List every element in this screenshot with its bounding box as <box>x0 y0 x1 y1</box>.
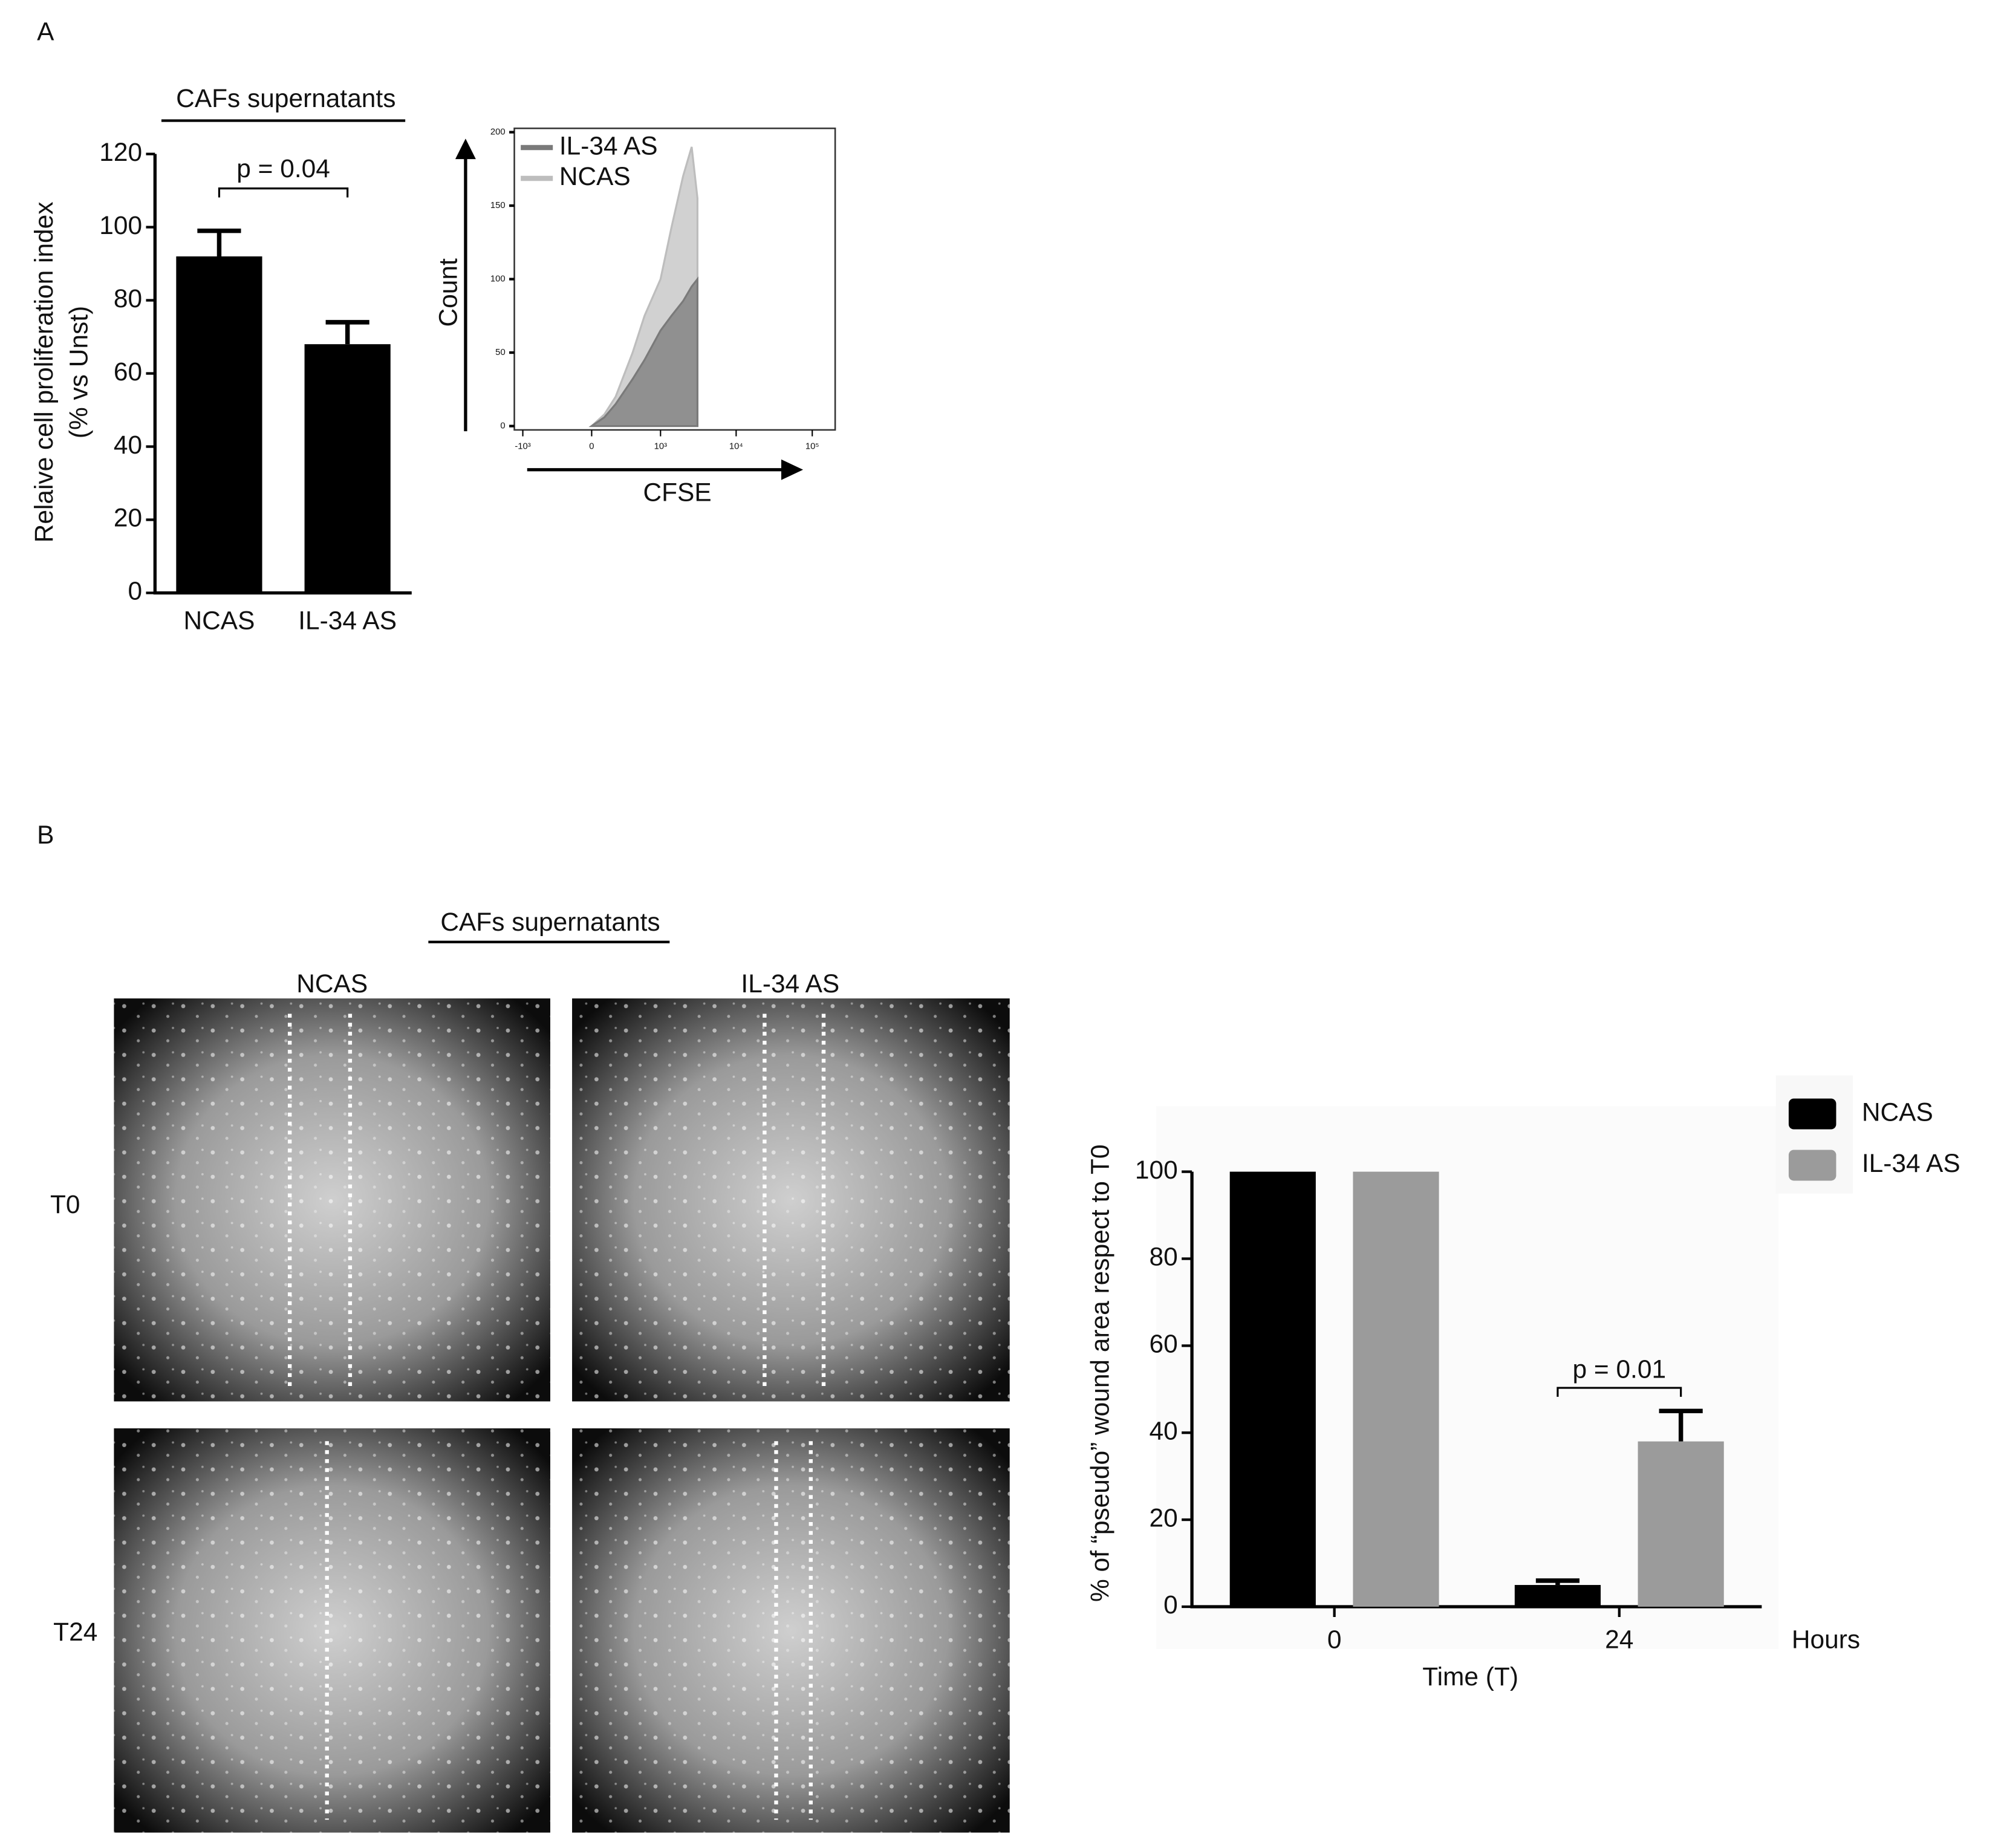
column-label: IL-34 AS <box>741 969 839 998</box>
y-axis-label: (% vs Unst) <box>64 306 93 438</box>
y-tick-label: 100 <box>490 275 506 284</box>
y-tick-label: 120 <box>99 138 142 166</box>
y-axis-label: Relaive cell proliferation index <box>30 202 58 543</box>
bar <box>1353 1171 1439 1607</box>
y-tick-label: 80 <box>1150 1243 1178 1271</box>
x-tick-label: NCAS <box>183 606 255 634</box>
x-axis-label: CFSE <box>643 478 711 506</box>
y-tick-label: 100 <box>1135 1156 1178 1184</box>
y-tick-label: 0 <box>128 577 143 605</box>
x-tick-label: 10³ <box>654 441 668 451</box>
error-bar <box>325 320 369 345</box>
y-tick-label: 150 <box>490 201 506 210</box>
y-tick-label: 40 <box>114 431 142 459</box>
y-tick-label: 20 <box>1150 1503 1178 1532</box>
histogram-area <box>588 276 698 428</box>
y-tick-label: 60 <box>1150 1330 1178 1358</box>
x-tick-label: -10³ <box>515 441 530 451</box>
axis-arrow-head <box>455 138 476 160</box>
y-tick-label: 0 <box>500 421 505 431</box>
panel-label: A <box>37 17 54 45</box>
y-axis-label: % of “pseudo” wound area respect to T0 <box>1086 1145 1114 1602</box>
bar <box>1638 1441 1724 1607</box>
micrograph <box>572 1428 1010 1833</box>
legend-swatch <box>1788 1098 1836 1130</box>
x-axis-unit: Hours <box>1792 1625 1860 1654</box>
bar <box>1514 1585 1601 1607</box>
row-label: T24 <box>53 1618 97 1646</box>
micrograph <box>114 1428 550 1833</box>
micrograph <box>572 998 1010 1402</box>
x-tick-label: 10⁴ <box>729 441 743 451</box>
column-label: NCAS <box>296 969 368 998</box>
legend-label: NCAS <box>559 162 631 190</box>
y-tick-label: 100 <box>99 211 142 239</box>
x-tick-label: 0 <box>1327 1625 1342 1654</box>
legend-label: IL-34 AS <box>1862 1149 1960 1177</box>
bar <box>1229 1171 1316 1607</box>
y-tick-label: 80 <box>114 284 142 313</box>
legend-label: NCAS <box>1862 1098 1933 1126</box>
error-bar <box>1659 1408 1703 1442</box>
significance-bracket <box>218 187 349 198</box>
significance-bracket <box>1557 1387 1682 1397</box>
panel-label: B <box>37 821 54 849</box>
annotation: p = 0.01 <box>1573 1355 1667 1384</box>
error-bar <box>197 228 241 257</box>
x-tick-label: 0 <box>589 441 594 451</box>
y-tick-label: 20 <box>114 504 142 532</box>
chart-title: CAFs supernatants <box>176 84 395 112</box>
y-tick-label: 50 <box>495 348 506 357</box>
axis-arrow-head <box>781 459 804 480</box>
micrograph <box>114 998 550 1402</box>
micrograph-title: CAFs supernatants <box>440 908 660 936</box>
y-tick-label: 60 <box>114 357 142 386</box>
error-bar <box>1535 1578 1579 1586</box>
x-tick-label: 24 <box>1605 1625 1633 1654</box>
row-label: T0 <box>50 1190 80 1218</box>
y-tick-label: 200 <box>490 128 506 137</box>
legend-label: IL-34 AS <box>559 131 658 160</box>
y-tick-label: 0 <box>1163 1590 1178 1619</box>
y-axis-label: Count <box>434 258 463 327</box>
y-tick-label: 40 <box>1150 1416 1178 1445</box>
x-tick-label: 10⁵ <box>805 441 819 451</box>
bar <box>176 256 262 593</box>
legend-swatch <box>1788 1150 1836 1181</box>
x-tick-label: IL-34 AS <box>298 606 397 634</box>
x-axis-label: Time (T) <box>1422 1662 1518 1691</box>
bar <box>304 344 391 593</box>
annotation: p = 0.04 <box>236 154 330 183</box>
